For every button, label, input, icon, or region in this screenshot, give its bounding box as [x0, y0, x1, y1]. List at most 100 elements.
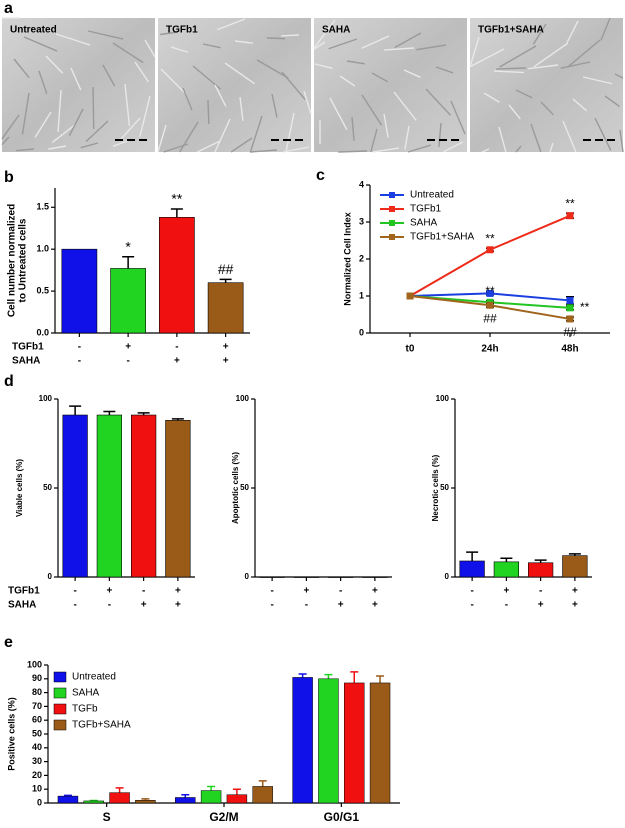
marker: [406, 292, 414, 300]
legend-label: SAHA: [410, 218, 438, 229]
condition-sign: -: [270, 586, 273, 597]
cell: [600, 17, 611, 41]
cell: [45, 55, 64, 74]
y-tick-label: 0: [48, 572, 53, 581]
bar: [200, 790, 222, 804]
cell: [594, 117, 612, 151]
cell: [549, 142, 554, 153]
y-axis-label: to Untreated cells: [18, 218, 29, 302]
y-tick-label: 1.0: [36, 244, 49, 254]
cell: [256, 59, 289, 79]
cell: [416, 44, 447, 51]
cell: [450, 100, 466, 135]
cell: [230, 137, 253, 153]
cell: [619, 129, 624, 153]
bar: [96, 414, 123, 578]
significance: **: [485, 284, 495, 298]
bar: [259, 576, 285, 578]
bar: [175, 797, 196, 804]
significance: ##: [563, 325, 577, 339]
condition-sign: +: [175, 586, 181, 597]
cell: [239, 96, 244, 121]
significance: **: [565, 196, 575, 210]
significance: ##: [483, 311, 497, 325]
cell: [234, 40, 253, 44]
cell: [249, 149, 278, 153]
condition-sign: -: [78, 356, 81, 367]
condition-sign: -: [539, 586, 542, 597]
condition-sign: -: [73, 600, 76, 611]
legend-marker: [389, 220, 395, 226]
cell: [144, 39, 156, 58]
significance: *: [125, 238, 131, 254]
cell: [207, 99, 210, 125]
cell: [313, 19, 336, 49]
cell: [163, 143, 189, 153]
marker: [486, 289, 494, 297]
y-tick-label: 100: [39, 394, 53, 403]
y-axis-label: Apoptotic cells (%): [231, 452, 240, 524]
bar: [318, 678, 339, 804]
cell: [285, 112, 295, 153]
y-tick-label: 50: [440, 483, 449, 492]
x-tick-label: S: [103, 810, 111, 824]
bar: [226, 794, 248, 804]
cell: [528, 64, 559, 70]
cell: [508, 104, 521, 120]
cell: [283, 146, 310, 153]
cell: [533, 42, 569, 68]
significance: ##: [218, 261, 234, 277]
y-axis-label: Cell number normalized: [7, 204, 18, 317]
cell: [160, 31, 179, 36]
cell: [373, 147, 400, 153]
condition-sign: +: [372, 600, 378, 611]
x-tick-label: 24h: [481, 344, 498, 355]
cell: [134, 61, 150, 83]
cell: [481, 148, 490, 153]
cell: [266, 37, 286, 40]
y-tick-label: 0: [445, 572, 450, 581]
condition-sign: +: [125, 342, 131, 353]
cell: [495, 67, 527, 70]
bar: [165, 420, 191, 578]
marker: [486, 301, 494, 309]
cell: [567, 39, 601, 68]
cell: [214, 118, 231, 153]
cell: [1, 114, 20, 140]
condition-sign: -: [470, 586, 473, 597]
condition-name: SAHA: [8, 600, 36, 611]
bar: [62, 414, 88, 578]
cell: [13, 58, 30, 79]
bar: [527, 562, 554, 578]
cell: [560, 61, 591, 69]
cell: [1, 136, 10, 146]
cell: [370, 128, 378, 153]
condition-sign: -: [339, 586, 342, 597]
cell: [314, 63, 333, 70]
legend-label: TGFb1: [410, 204, 442, 215]
condition-sign: +: [372, 586, 378, 597]
legend-swatch: [53, 719, 67, 731]
condition-name: TGFb1: [12, 342, 44, 353]
cell: [493, 70, 524, 74]
bar: [293, 576, 320, 578]
condition-sign: +: [538, 600, 544, 611]
condition-sign: -: [470, 600, 473, 611]
legend-label: Untreated: [410, 190, 454, 201]
y-tick-label: 0.0: [36, 327, 49, 337]
condition-sign: -: [175, 342, 178, 353]
condition-sign: -: [126, 356, 129, 367]
condition-sign: +: [175, 600, 181, 611]
cell: [384, 47, 415, 51]
bar: [61, 248, 98, 334]
cell: [438, 122, 442, 147]
condition-sign: +: [572, 600, 578, 611]
cell: [483, 92, 500, 103]
cell: [112, 42, 144, 64]
bar: [252, 786, 273, 804]
cell: [540, 101, 555, 116]
cell: [92, 86, 95, 130]
cell: [604, 95, 620, 108]
cell: [119, 117, 141, 141]
cell: [530, 123, 542, 153]
